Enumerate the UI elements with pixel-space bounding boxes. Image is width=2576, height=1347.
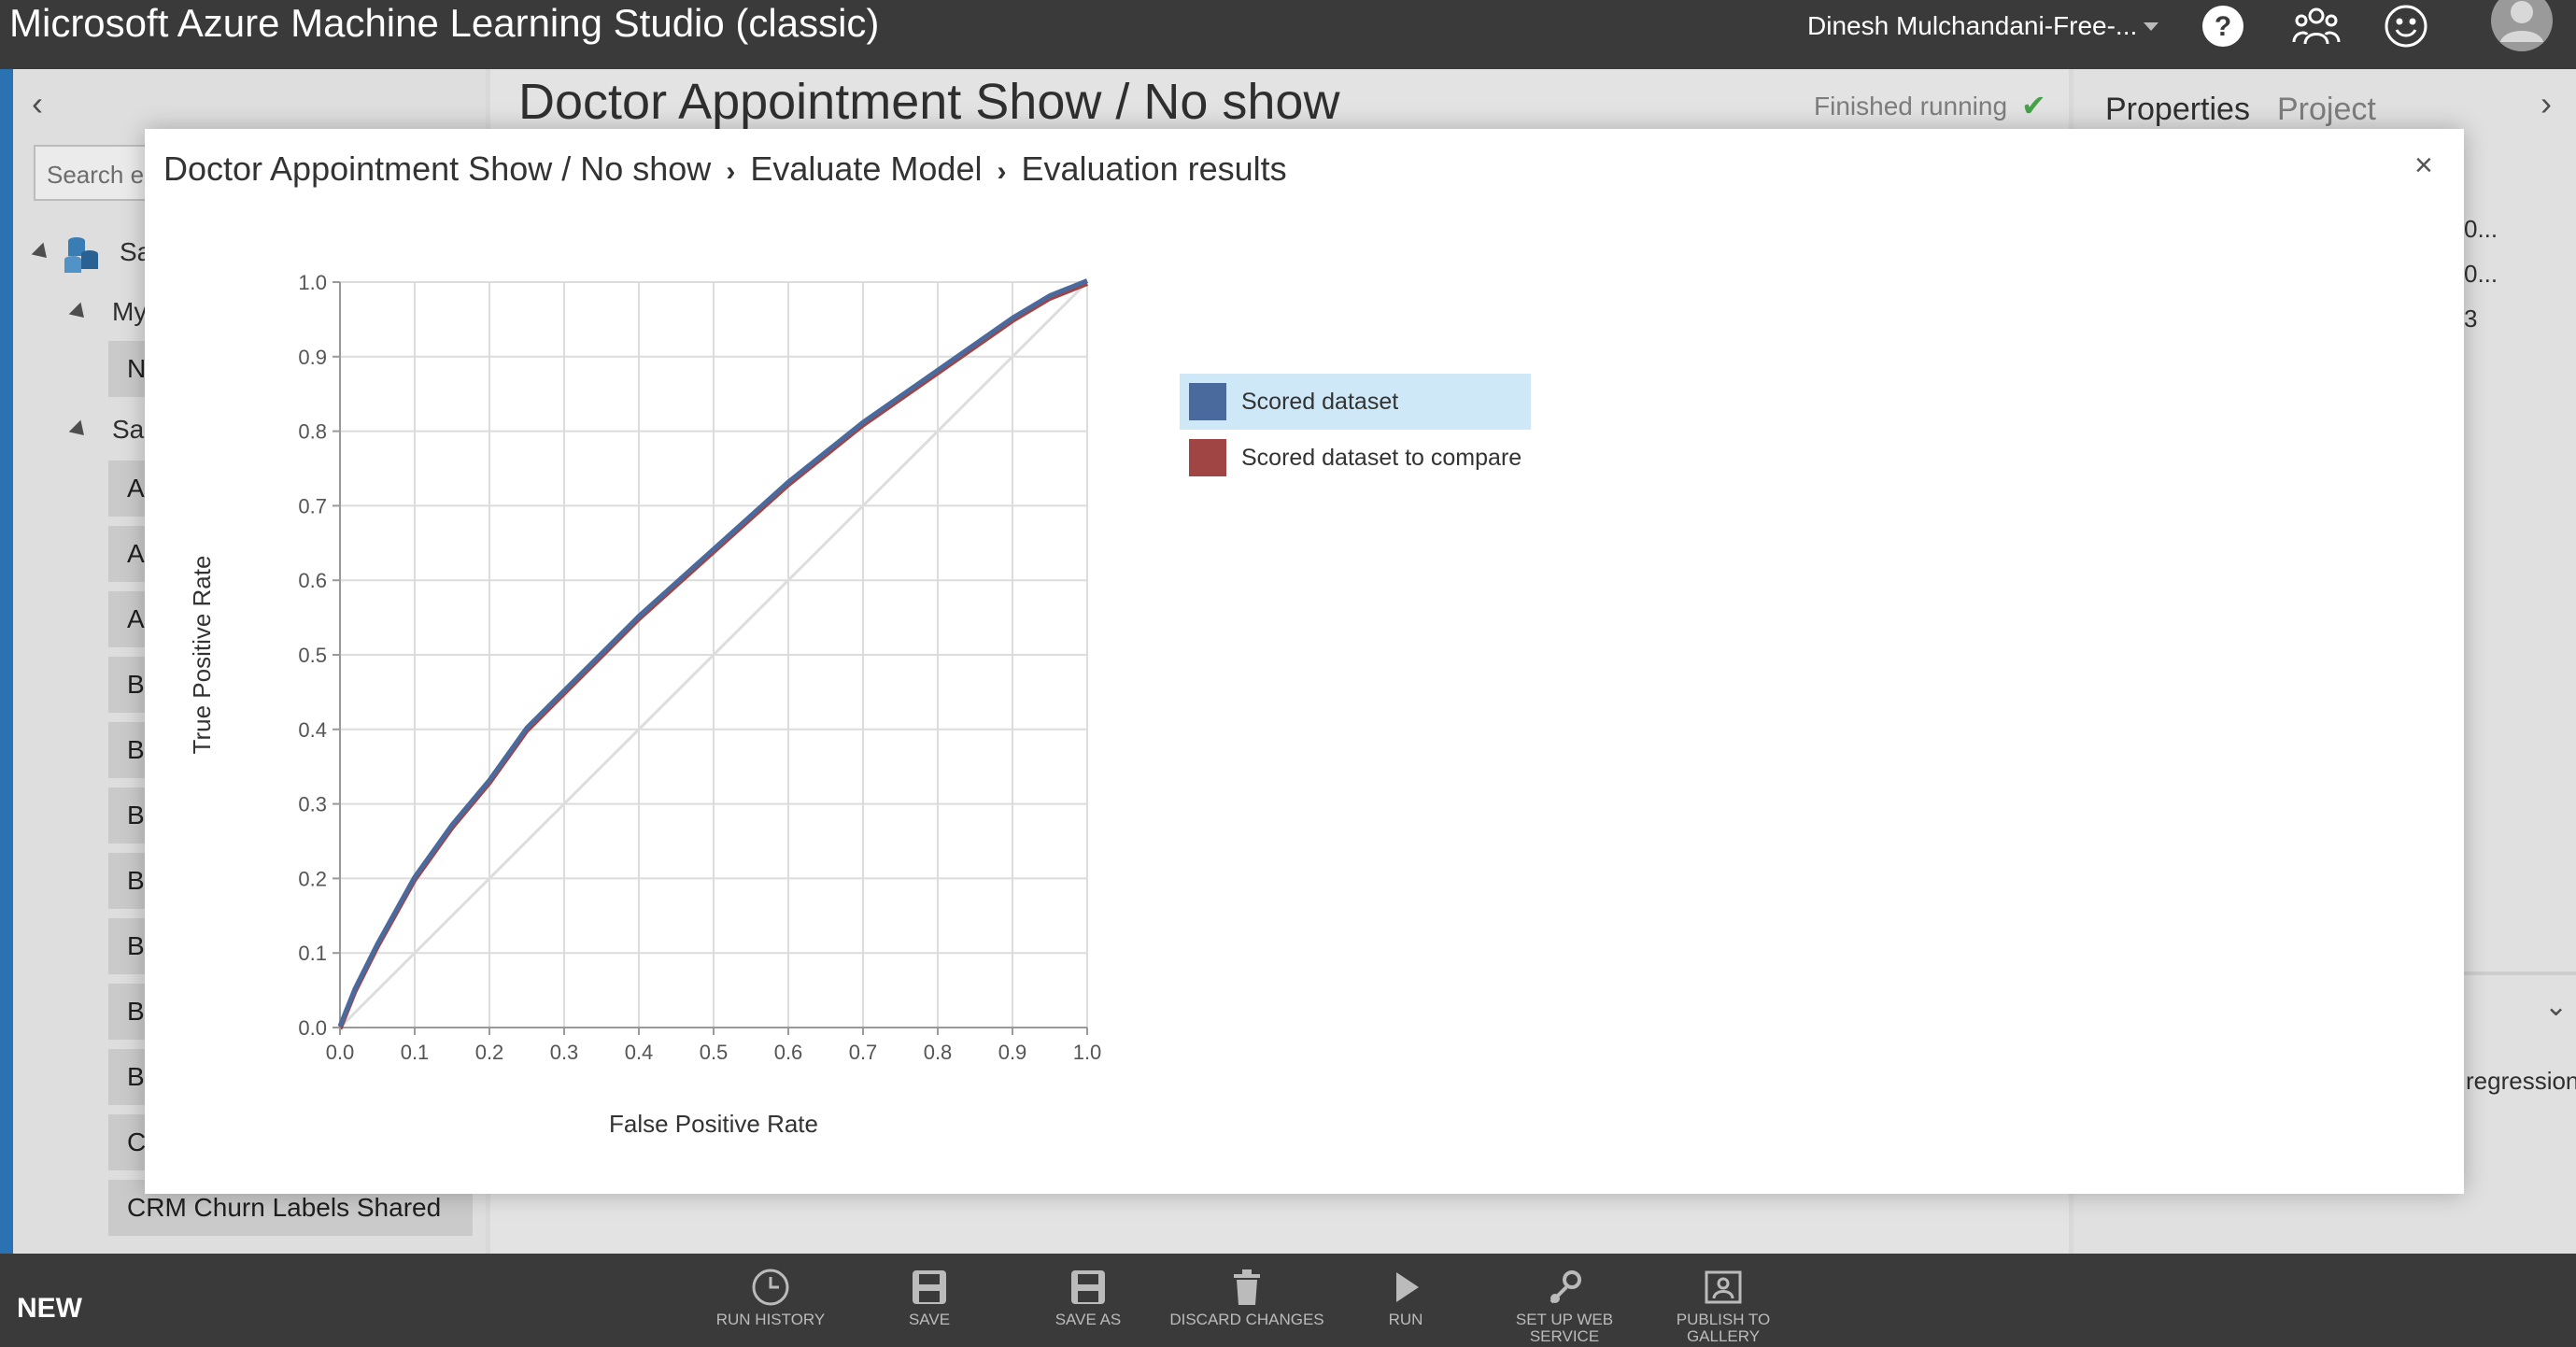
app-title: Microsoft Azure Machine Learning Studio … (9, 1, 880, 45)
feedback-smiley-icon[interactable] (2382, 0, 2430, 52)
toolbar-label: DISCARD CHANGES (1169, 1311, 1324, 1328)
legend-swatch (1189, 383, 1226, 420)
breadcrumb-module[interactable]: Evaluate Model (750, 149, 983, 188)
x-tick-label: 1.0 (1073, 1041, 1102, 1064)
breadcrumb: Doctor Appointment Show / No show › Evalua… (163, 149, 1287, 189)
x-tick-label: 0.4 (625, 1041, 654, 1064)
chevron-right-icon: › (997, 156, 1007, 187)
x-tick-label: 0.7 (849, 1041, 878, 1064)
close-icon[interactable]: × (2414, 148, 2433, 183)
play-icon (1396, 1272, 1419, 1302)
web-service-icon (1550, 1270, 1581, 1304)
x-tick-label: 0.2 (475, 1041, 504, 1064)
tab-project[interactable]: Project (2277, 92, 2376, 127)
x-tick-label: 0.9 (998, 1041, 1027, 1064)
dataset-stack-icon (60, 230, 106, 281)
chevron-right-icon: › (726, 156, 736, 187)
y-tick-label: 0.1 (298, 942, 327, 965)
x-axis-label: False Positive Rate (609, 1110, 818, 1138)
roc-chart: 0.0 0.1 0.2 0.3 0.4 0.5 0.6 0.7 0.8 0.9 1.0 0.0 0.1 0… (188, 271, 1101, 1138)
run-status: Finished running (1814, 92, 2008, 121)
collapse-right-icon[interactable]: › (2541, 84, 2552, 122)
property-value: 3 (2464, 305, 2478, 333)
chart-grid (339, 281, 1088, 1028)
x-tick-label: 0.6 (774, 1041, 803, 1064)
y-tick-label: 0.4 (298, 718, 327, 742)
chevron-down-icon[interactable]: ⌄ (2544, 991, 2569, 1022)
svg-text:?: ? (2215, 11, 2231, 42)
tree-group-label[interactable]: My (112, 297, 148, 326)
y-tick-label: 0.2 (298, 867, 327, 890)
tree-group-label[interactable]: Sa (112, 415, 145, 444)
bottom-toolbar (0, 1254, 2576, 1347)
chart-ticks: 0.0 0.1 0.2 0.3 0.4 0.5 0.6 0.7 0.8 0.9 1.0 0.0 0.1 0… (298, 271, 1101, 1064)
gallery-icon (1705, 1270, 1742, 1304)
property-value: 0... (2464, 215, 2498, 243)
top-bar: Microsoft Azure Machine Learning Studio … (0, 0, 2576, 69)
toolbar-label: SAVE (908, 1311, 951, 1328)
y-tick-label: 0.9 (298, 346, 327, 369)
publish-to-gallery-button[interactable]: PUBLISH TO GALLERY (1644, 1267, 1803, 1345)
chevron-down-icon[interactable] (2144, 22, 2158, 31)
x-tick-label: 0.0 (326, 1041, 355, 1064)
save-as-button[interactable]: SAVE AS (1009, 1267, 1168, 1328)
breadcrumb-current: Evaluation results (1021, 149, 1287, 188)
clock-icon (752, 1269, 789, 1306)
new-button[interactable]: NEW (17, 1293, 82, 1324)
community-icon[interactable] (2290, 0, 2342, 52)
left-nav-strip (0, 69, 13, 1254)
user-menu[interactable]: Dinesh Mulchandani-Free-... (1807, 11, 2138, 40)
save-button[interactable]: SAVE (850, 1267, 1009, 1328)
run-button[interactable]: RUN (1326, 1267, 1485, 1328)
evaluation-results-dialog: Doctor Appointment Show / No show › Evalua… (145, 129, 2464, 1194)
y-tick-label: 0.7 (298, 494, 327, 518)
set-up-web-service-button[interactable]: SET UP WEB SERVICE (1485, 1267, 1644, 1345)
toolbar-label: RUN (1388, 1311, 1423, 1328)
legend-item-scored-dataset[interactable]: Scored dataset (1180, 374, 1531, 430)
run-history-button[interactable]: RUN HISTORY (691, 1267, 850, 1328)
avatar-icon[interactable] (2486, 0, 2557, 51)
save-icon (913, 1270, 946, 1304)
x-tick-label: 0.8 (924, 1041, 953, 1064)
legend-label: Scored dataset to compare (1241, 444, 1522, 471)
y-tick-label: 0.3 (298, 793, 327, 816)
y-tick-label: 0.0 (298, 1016, 327, 1040)
y-tick-label: 0.8 (298, 420, 327, 444)
legend-label: Scored dataset (1241, 388, 1399, 415)
x-tick-label: 0.5 (700, 1041, 729, 1064)
y-tick-label: 1.0 (298, 271, 327, 294)
y-tick-label: 0.5 (298, 644, 327, 667)
help-icon[interactable]: ? (2200, 0, 2246, 52)
y-tick-label: 0.6 (298, 569, 327, 592)
tab-properties[interactable]: Properties (2105, 92, 2250, 127)
experiment-title[interactable]: Doctor Appointment Show / No show (518, 74, 1340, 130)
quick-help-text: regression (2466, 1067, 2576, 1095)
checkmark-icon: ✔ (2021, 89, 2046, 122)
x-tick-label: 0.1 (401, 1041, 430, 1064)
save-as-icon (1071, 1270, 1105, 1304)
trash-icon (1234, 1269, 1260, 1305)
breadcrumb-experiment[interactable]: Doctor Appointment Show / No show (163, 149, 712, 188)
toolbar-label: SET UP WEB SERVICE (1515, 1311, 1614, 1345)
legend-swatch (1189, 439, 1226, 476)
property-value: 0... (2464, 260, 2498, 288)
discard-changes-button[interactable]: DISCARD CHANGES (1168, 1267, 1326, 1328)
legend-item-scored-dataset-to-compare[interactable]: Scored dataset to compare (1180, 430, 1531, 486)
series-line-scored-dataset (337, 278, 1088, 1028)
toolbar-label: RUN HISTORY (715, 1311, 826, 1328)
chart-series (337, 278, 1088, 1030)
diagonal-reference-line (338, 280, 1089, 1029)
toolbar-label: SAVE AS (1054, 1311, 1122, 1328)
toolbar-label: PUBLISH TO GALLERY (1676, 1311, 1771, 1345)
x-tick-label: 0.3 (550, 1041, 579, 1064)
collapse-left-icon[interactable]: ‹ (32, 84, 43, 122)
y-axis-label: True Positive Rate (188, 556, 216, 755)
